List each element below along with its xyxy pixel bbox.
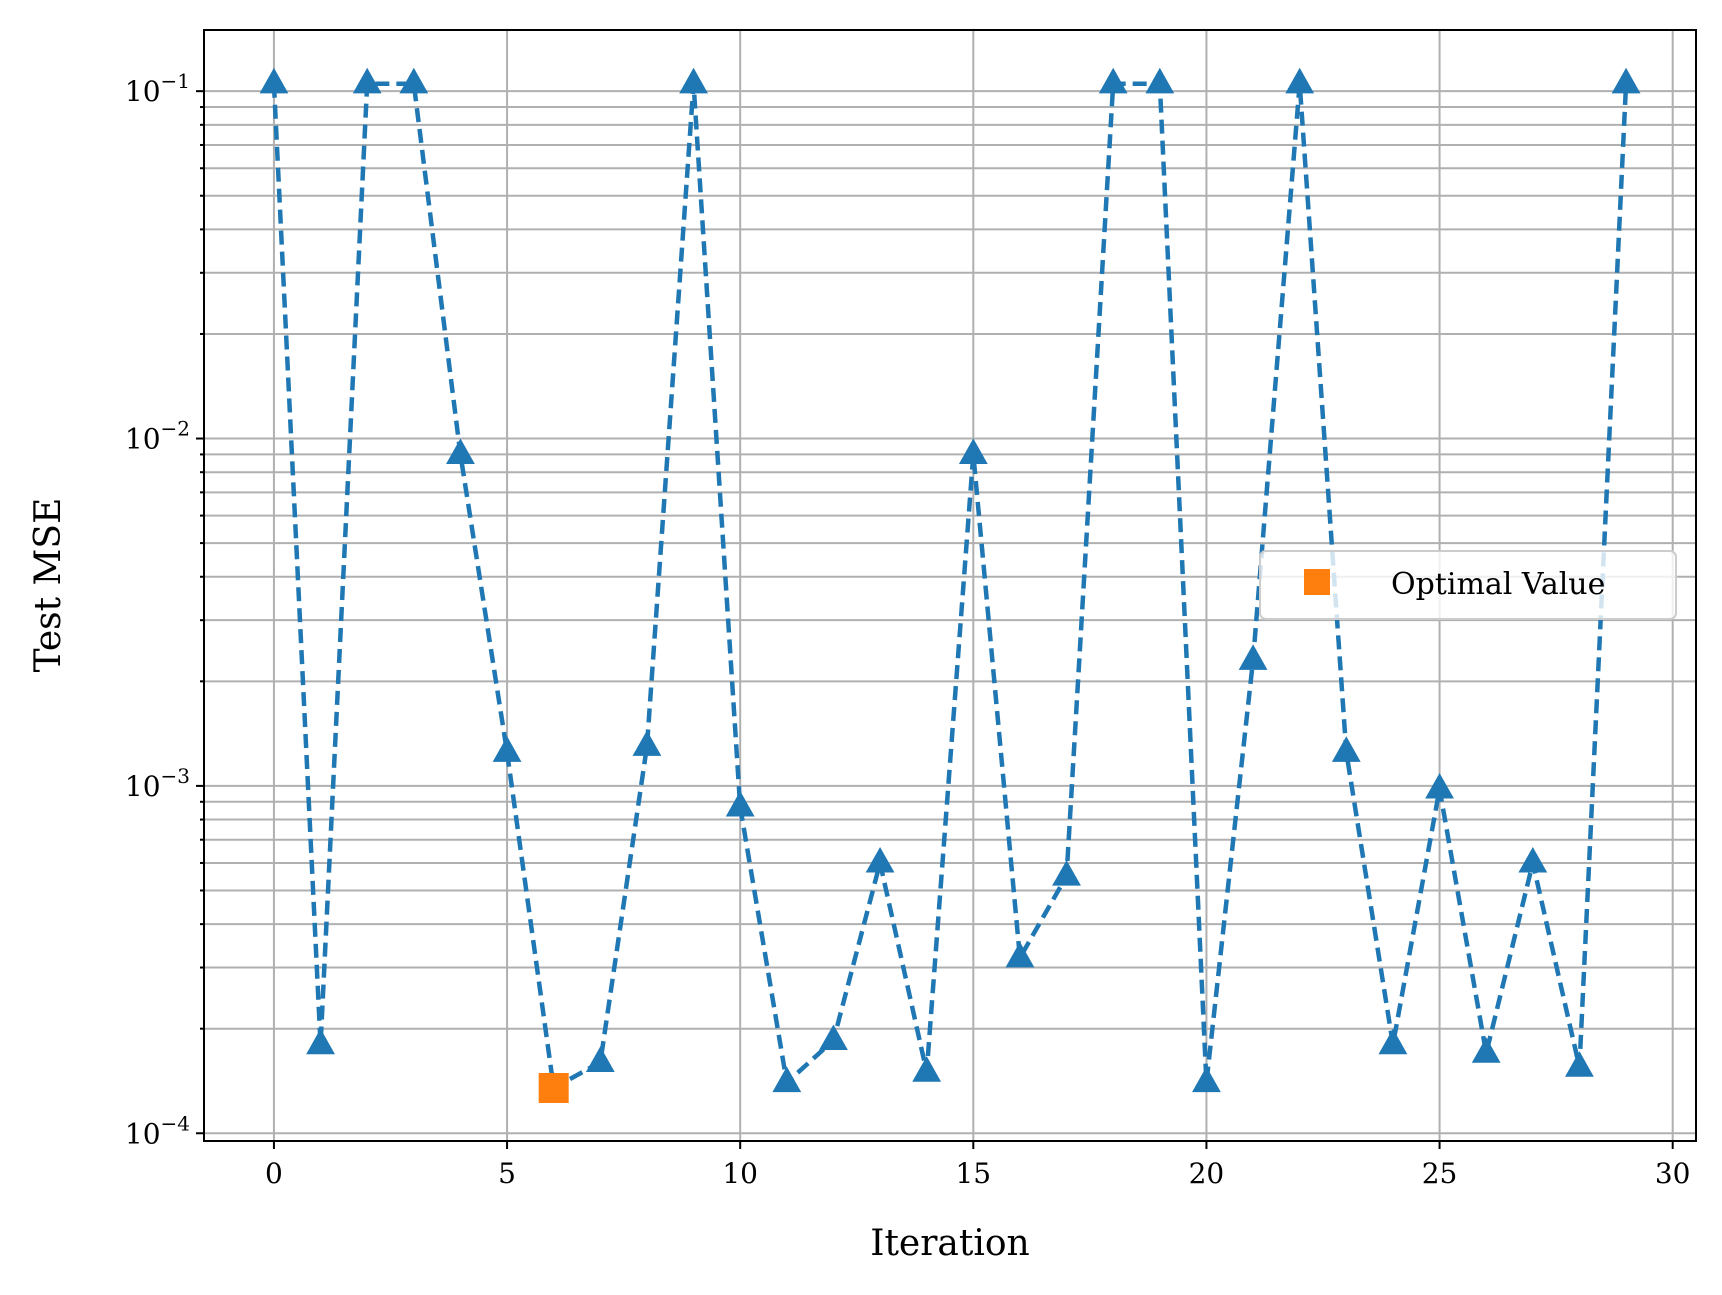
y-axis-label: Test MSE <box>28 498 69 673</box>
data-point-triangle <box>632 730 662 756</box>
data-point-triangle <box>306 1028 335 1055</box>
data-point-triangle <box>912 1056 942 1082</box>
series-line-layer <box>271 81 1629 1091</box>
legend-box <box>1259 550 1677 620</box>
data-point-triangle <box>772 1066 802 1093</box>
legend: Optimal Value <box>1259 550 1677 620</box>
y-tick-label: 10−2 <box>125 417 190 456</box>
y-tick-label: 10−3 <box>125 764 190 803</box>
optimal-value-marker <box>538 1072 569 1103</box>
optimal-marker-layer <box>538 1072 569 1103</box>
data-point-triangle <box>1611 67 1641 94</box>
data-point-triangle <box>679 67 708 94</box>
data-point-triangle <box>1471 1037 1501 1063</box>
x-tick-label: 10 <box>722 1157 758 1190</box>
data-point-triangle <box>352 67 382 94</box>
legend-label-optimal-value: Optimal Value <box>1391 567 1605 602</box>
data-point-triangle <box>259 67 289 94</box>
data-point-triangle <box>958 438 988 465</box>
x-tick-label: 5 <box>498 1157 516 1190</box>
legend-optimal-marker <box>1304 569 1330 595</box>
data-point-triangle <box>585 1046 615 1072</box>
data-point-triangle <box>1565 1051 1594 1077</box>
y-axis-ticks: 10−4 10−3 10−2 10−1 <box>125 69 204 1150</box>
x-tick-label: 0 <box>265 1157 283 1190</box>
data-point-triangle <box>1098 67 1128 94</box>
data-point-triangle <box>725 790 755 817</box>
x-tick-label: 15 <box>955 1157 991 1190</box>
data-point-triangle <box>1425 772 1454 799</box>
y-tick-label: 10−4 <box>125 1111 190 1150</box>
data-point-triangle <box>399 67 429 94</box>
data-point-triangle <box>1052 860 1081 886</box>
data-point-triangle <box>1378 1028 1408 1055</box>
data-point-triangle <box>446 438 475 465</box>
plot-area-frame <box>203 29 1697 1142</box>
data-point-triangle <box>1518 846 1548 873</box>
x-axis-label: Iteration <box>870 1223 1030 1264</box>
data-point-triangle <box>492 736 522 762</box>
data-point-triangle <box>1285 67 1315 94</box>
series-line <box>271 81 1629 1091</box>
x-tick-label: 20 <box>1189 1157 1225 1190</box>
data-point-triangle <box>1331 736 1361 762</box>
data-point-triangle <box>1145 67 1175 94</box>
y-tick-label: 10−1 <box>125 69 190 108</box>
data-point-triangle <box>865 846 895 873</box>
data-point-triangle <box>1005 941 1035 968</box>
x-tick-label: 30 <box>1655 1157 1691 1190</box>
series-marker-layer <box>259 67 1641 1098</box>
data-point-triangle <box>1192 1066 1221 1093</box>
x-tick-label: 25 <box>1422 1157 1458 1190</box>
data-point-triangle <box>819 1024 848 1051</box>
x-axis-ticks: 0 5 10 15 20 25 30 <box>265 1141 1691 1190</box>
data-point-triangle <box>1238 644 1268 670</box>
